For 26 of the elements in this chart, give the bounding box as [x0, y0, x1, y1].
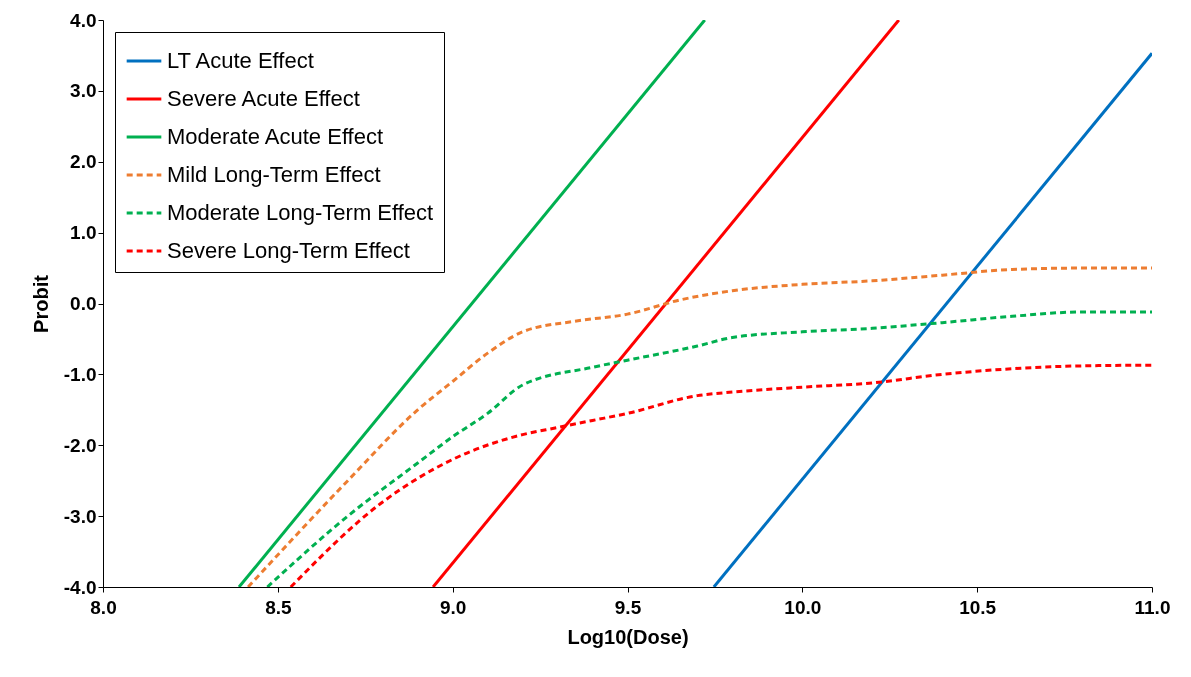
- y-tick-label: 2.0: [70, 151, 97, 173]
- x-tick-label: 11.0: [1134, 596, 1171, 618]
- legend-label: Severe Acute Effect: [167, 86, 360, 111]
- x-tick-label: 8.5: [265, 596, 292, 618]
- y-tick-label: 0.0: [70, 293, 97, 314]
- y-tick-label: -3.0: [63, 505, 97, 527]
- y-tick-label: -1.0: [63, 363, 97, 385]
- y-tick-label: -2.0: [63, 434, 97, 456]
- x-tick-label: 10.0: [784, 596, 822, 618]
- y-tick-label: 3.0: [70, 80, 97, 102]
- y-tick-label: -4.0: [63, 576, 97, 598]
- legend-label: Moderate Long-Term Effect: [167, 200, 434, 225]
- x-tick-label: 9.5: [614, 596, 642, 618]
- y-tick-label: 1.0: [70, 222, 97, 244]
- x-tick-label: 8.0: [90, 596, 117, 618]
- line-series: [246, 266, 1152, 587]
- x-tick-label: 9.0: [439, 596, 467, 618]
- legend-label: LT Acute Effect: [167, 48, 314, 73]
- legend-label: Moderate Acute Effect: [167, 124, 384, 149]
- y-axis-title: Probit: [29, 274, 52, 333]
- legend-label: Severe Long-Term Effect: [167, 238, 410, 263]
- x-tick-label: 10.5: [959, 596, 997, 618]
- y-tick-label: 4.0: [70, 9, 97, 31]
- legend-label: Mild Long-Term Effect: [167, 162, 381, 187]
- line-series: [265, 310, 1152, 587]
- x-axis-title: Log10(Dose): [567, 625, 689, 648]
